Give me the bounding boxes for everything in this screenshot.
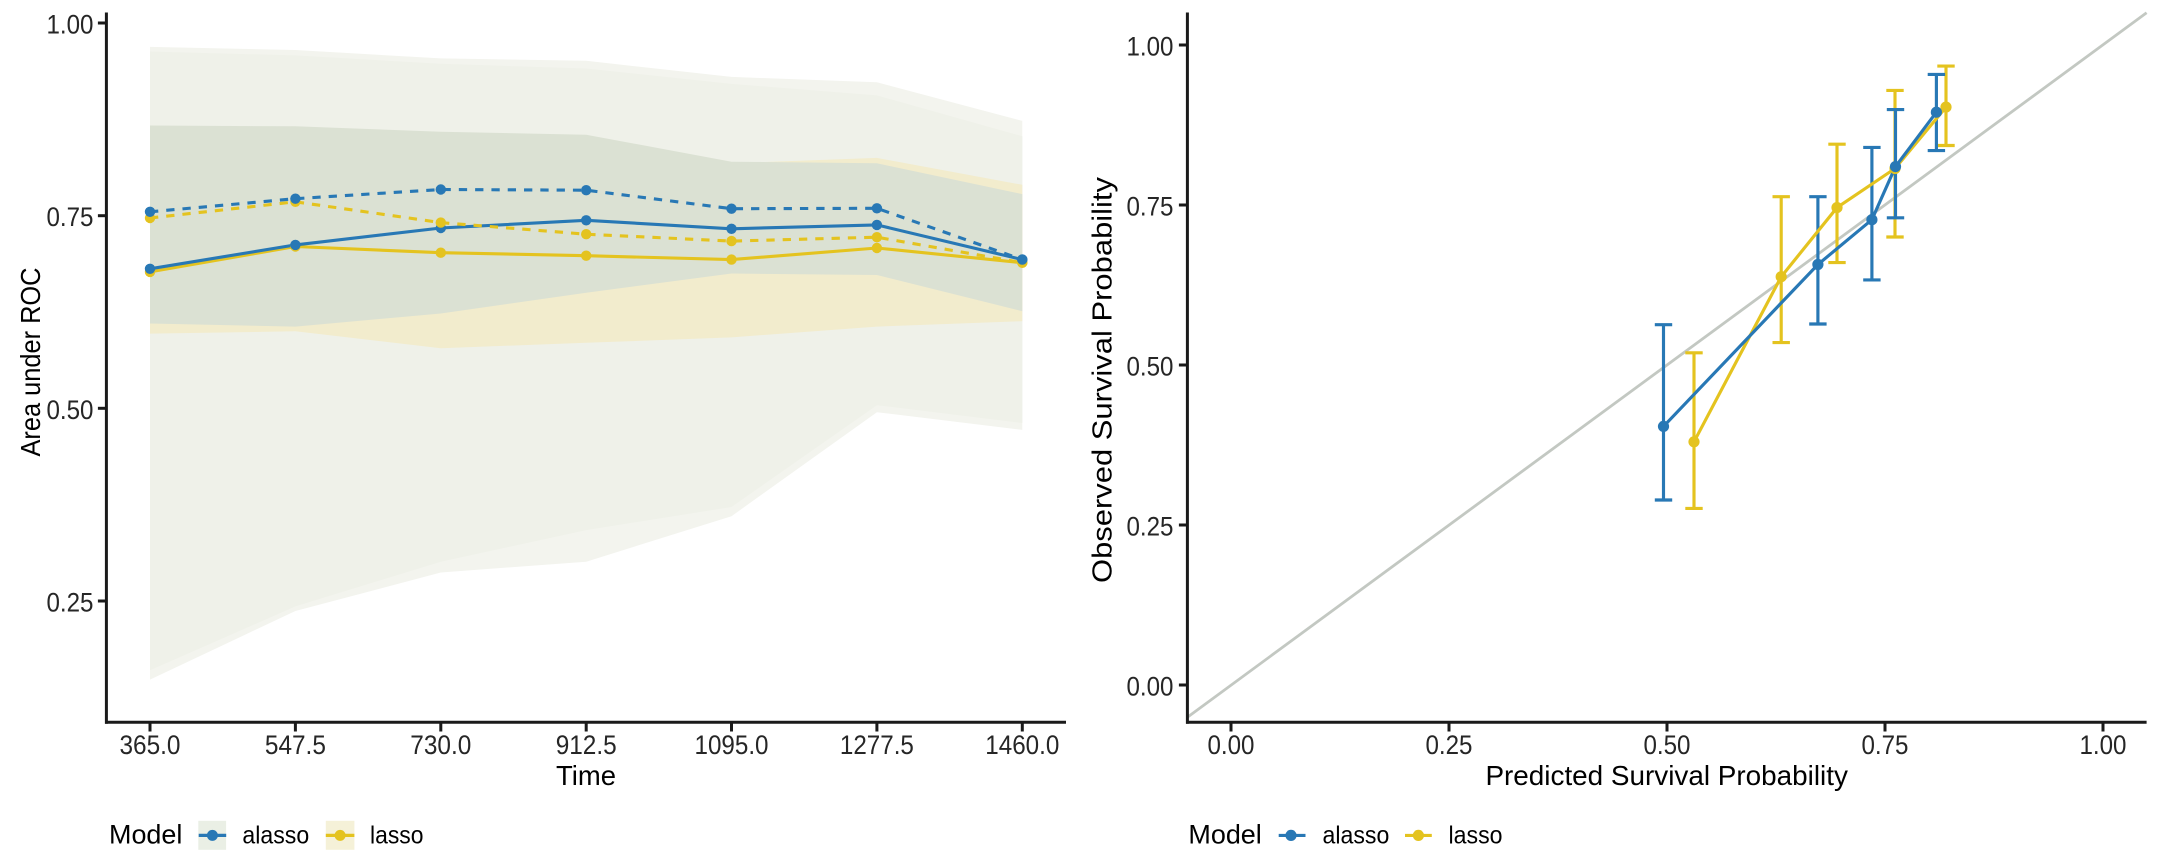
- svg-text:912.5: 912.5: [556, 730, 617, 760]
- svg-text:0.75: 0.75: [1862, 730, 1909, 760]
- svg-text:alasso: alasso: [242, 822, 309, 850]
- svg-text:0.75: 0.75: [47, 202, 94, 232]
- svg-text:0.50: 0.50: [1127, 352, 1174, 382]
- svg-text:0.25: 0.25: [47, 588, 94, 618]
- svg-text:0.50: 0.50: [47, 395, 94, 425]
- svg-text:Predicted Survival Probability: Predicted Survival Probability: [1485, 760, 1848, 791]
- svg-text:1.00: 1.00: [2080, 730, 2127, 760]
- svg-text:0.00: 0.00: [1127, 672, 1174, 702]
- svg-text:Area under ROC: Area under ROC: [15, 268, 46, 457]
- svg-text:0.25: 0.25: [1127, 512, 1174, 542]
- svg-text:0.25: 0.25: [1426, 730, 1473, 760]
- svg-text:Observed Survival Probability: Observed Survival Probability: [1087, 177, 1118, 583]
- svg-text:1095.0: 1095.0: [695, 730, 769, 760]
- svg-text:0.00: 0.00: [1208, 730, 1255, 760]
- svg-text:lasso: lasso: [370, 822, 424, 850]
- svg-text:lasso: lasso: [1449, 822, 1503, 850]
- svg-text:1277.5: 1277.5: [840, 730, 914, 760]
- svg-text:Model: Model: [1188, 820, 1261, 850]
- svg-text:0.75: 0.75: [1127, 192, 1174, 222]
- svg-text:alasso: alasso: [1323, 822, 1390, 850]
- svg-text:730.0: 730.0: [410, 730, 471, 760]
- svg-text:Time: Time: [556, 760, 616, 791]
- svg-text:0.50: 0.50: [1644, 730, 1691, 760]
- svg-text:365.0: 365.0: [120, 730, 181, 760]
- svg-text:1.00: 1.00: [1127, 32, 1174, 62]
- svg-text:1.00: 1.00: [47, 10, 94, 40]
- svg-text:1460.0: 1460.0: [985, 730, 1059, 760]
- svg-text:Model: Model: [109, 820, 182, 850]
- svg-text:547.5: 547.5: [265, 730, 326, 760]
